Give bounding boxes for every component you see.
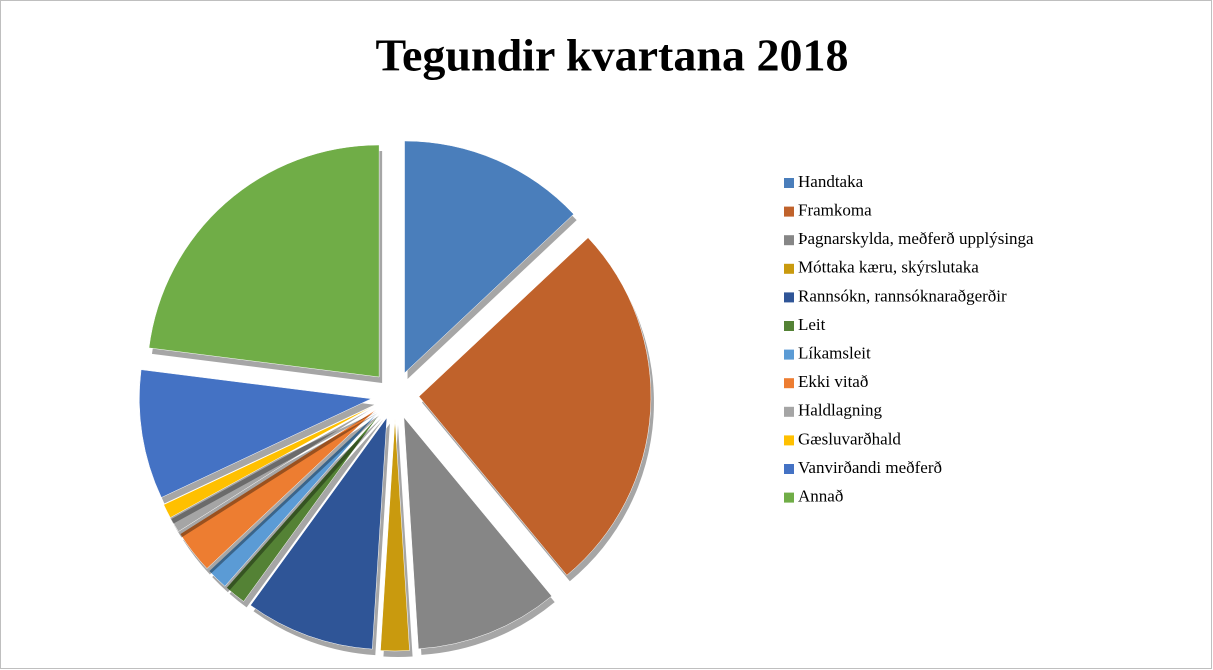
- legend-label: Leit: [798, 315, 826, 334]
- legend-label: Gæsluvarðhald: [798, 429, 901, 448]
- legend-label: Líkamsleit: [798, 344, 871, 363]
- slice: [139, 369, 373, 498]
- legend-label: Vanvirðandi meðferð: [798, 458, 942, 477]
- slice: [208, 412, 379, 587]
- slice-shadow: [166, 411, 377, 524]
- legend-swatch: [784, 321, 794, 331]
- legend-swatch: [784, 178, 794, 188]
- slice: [163, 405, 374, 519]
- legend-swatch: [784, 349, 794, 360]
- legend-swatch: [784, 378, 794, 389]
- legend-swatch: [784, 235, 794, 246]
- legend-swatch: [784, 492, 794, 503]
- legend-label: Annað: [798, 487, 843, 506]
- legend-swatch: [784, 292, 794, 303]
- slice-shadow: [174, 413, 378, 538]
- slice: [170, 406, 375, 532]
- legend-swatch: [784, 435, 794, 446]
- legend-label: Handtaka: [798, 172, 864, 191]
- legend-swatch: [784, 406, 794, 417]
- slice: [418, 237, 652, 576]
- slice: [380, 418, 410, 652]
- slice: [179, 409, 377, 569]
- slice: [226, 413, 381, 602]
- legend-label: Ekki vitað: [798, 372, 868, 391]
- legend-label: Framkoma: [798, 201, 872, 220]
- legend-label: Móttaka kæru, skýrslutaka: [798, 258, 979, 277]
- slice: [148, 144, 380, 378]
- legend-swatch: [784, 263, 794, 274]
- legend-label: Haldlagning: [798, 401, 883, 420]
- slice: [404, 140, 575, 374]
- legend-swatch: [784, 206, 794, 217]
- slice: [250, 416, 388, 650]
- legend-label: Rannsókn, rannsóknaraðgerðir: [798, 286, 1007, 305]
- legend-label: Þagnarskylda, meðferð upplýsinga: [798, 229, 1034, 248]
- chart-title: Tegundir kvartana 2018: [376, 30, 849, 81]
- legend-swatch: [784, 464, 794, 474]
- slice: [403, 416, 553, 650]
